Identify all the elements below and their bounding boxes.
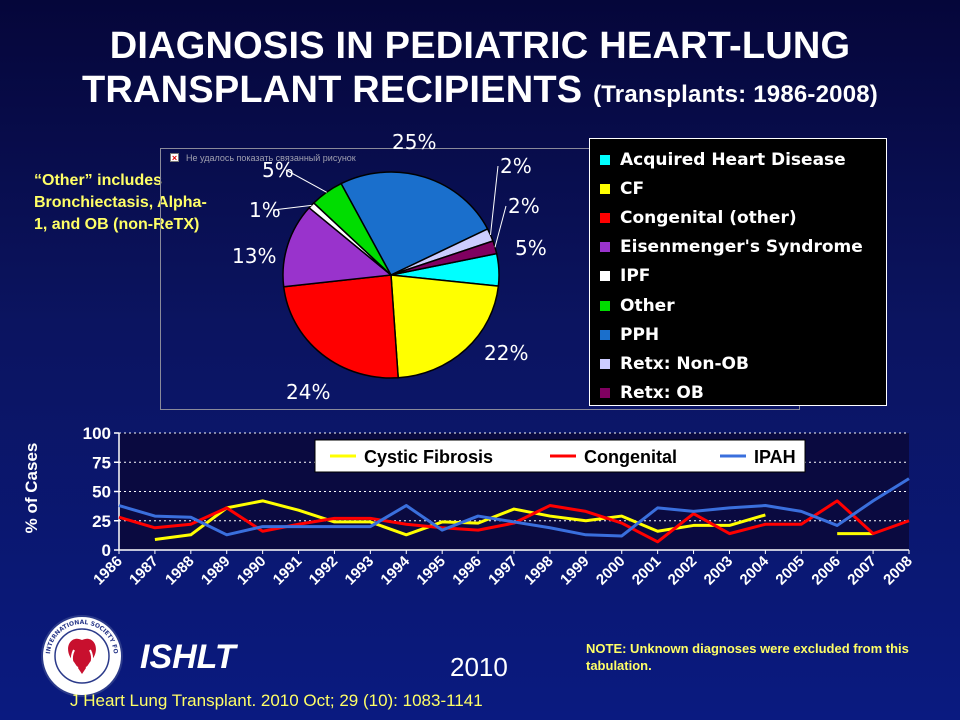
pie-label: 24% (286, 380, 331, 404)
legend-label: IPF (620, 266, 651, 287)
x-tick-label: 1986 (90, 553, 126, 589)
legend-label: Other (620, 295, 675, 316)
legend-item: IPF (600, 262, 886, 291)
legend-swatch (600, 388, 610, 399)
title-line2: TRANSPLANT RECIPIENTS (81, 69, 583, 111)
pie-label: 13% (232, 244, 277, 268)
x-tick-label: 1996 (449, 553, 485, 589)
series-line-ipah (118, 477, 910, 538)
legend-swatch (600, 242, 610, 253)
pie-label: 5% (262, 158, 294, 182)
citation: J Heart Lung Transplant. 2010 Oct; 29 (1… (70, 691, 483, 710)
legend-item: Other (600, 291, 886, 320)
legend-item: PPH (600, 320, 886, 349)
pie-legend: Acquired Heart Disease CF Congenital (othe… (589, 138, 887, 406)
pie-leader-line (272, 204, 312, 211)
title-line1: DIAGNOSIS IN PEDIATRIC HEART-LUNG (109, 25, 851, 67)
legend-label: PPH (620, 324, 660, 345)
line-legend-label: IPAH (754, 447, 796, 467)
year-label: 2010 (450, 652, 508, 682)
x-tick-label: 2000 (593, 553, 629, 589)
broken-image-icon: × (170, 153, 179, 163)
x-tick-label: 1991 (270, 553, 306, 589)
legend-label: CF (620, 178, 645, 199)
legend-swatch (600, 154, 610, 165)
page-title: DIAGNOSIS IN PEDIATRIC HEART-LUNG TRANSP… (0, 24, 960, 117)
legend-item: Eisenmenger's Syndrome (600, 233, 886, 262)
x-tick-label: 2008 (880, 553, 916, 589)
legend-swatch (600, 358, 610, 369)
pie-slice-congenital-other- (282, 274, 399, 379)
broken-image-text: Не удалось показать связанный рисунок (186, 153, 356, 163)
pie-label: 25% (392, 130, 437, 154)
legend-item: Retx: Non-OB (600, 349, 886, 378)
x-tick-label: 1989 (198, 553, 234, 589)
x-tick-label: 1999 (557, 553, 593, 589)
title-subtitle: (Transplants: 1986-2008) (593, 81, 879, 108)
pie-slice-cf (390, 274, 500, 379)
x-tick-label: 2002 (665, 553, 701, 589)
pie-label: 1% (249, 198, 281, 222)
pie-label: 2% (508, 194, 540, 218)
y-tick-label: 0 (102, 541, 111, 560)
legend-label: Eisenmenger's Syndrome (620, 237, 863, 258)
line-legend-label: Congenital (584, 447, 677, 467)
y-tick-label: 25 (92, 512, 111, 531)
legend-swatch (600, 300, 610, 311)
legend-swatch (600, 329, 610, 340)
pie-slice-eisenmenger-s-syndrome (282, 206, 393, 288)
pie-slice-pph (340, 171, 489, 276)
x-tick-label: 1987 (126, 553, 162, 589)
x-tick-label: 1992 (306, 553, 342, 589)
x-tick-label: 1988 (162, 553, 198, 589)
brand-name: ISHLT (140, 638, 236, 676)
pie-label: 2% (500, 154, 532, 178)
x-tick-label: 2006 (808, 553, 844, 589)
pie-leader-line (489, 165, 499, 235)
line-legend-label: Cystic Fibrosis (364, 447, 493, 467)
x-tick-label: 2004 (737, 552, 773, 588)
legend-item: CF (600, 174, 886, 203)
legend-label: Retx: Non-OB (620, 353, 749, 374)
x-tick-label: 1998 (521, 553, 557, 589)
pie-leader-line (285, 169, 327, 193)
legend-item: Congenital (other) (600, 203, 886, 232)
x-tick-label: 2003 (701, 553, 737, 589)
legend-swatch (600, 212, 610, 223)
legend-swatch (600, 271, 610, 282)
unknown-diagnoses-note: NOTE: Unknown diagnoses were excluded fr… (586, 641, 909, 673)
y-tick-label: 75 (92, 453, 111, 472)
pie-label: 22% (484, 341, 529, 365)
x-tick-label: 2005 (772, 553, 808, 589)
x-tick-label: 1995 (413, 553, 449, 589)
y-tick-label: 50 (92, 483, 111, 502)
legend-swatch (600, 183, 610, 194)
pie-label: 5% (515, 236, 547, 260)
other-includes-note: “Other” includes Bronchiectasis, Alpha-1… (34, 172, 207, 233)
x-tick-label: 2007 (844, 553, 880, 589)
legend-label: Congenital (other) (620, 207, 797, 228)
ishlt-logo: INTERNATIONAL SOCIETY FOR HEART & LUNG T… (40, 614, 123, 697)
legend-item: Retx: OB (600, 379, 886, 408)
legend-item: Acquired Heart Disease (600, 145, 886, 174)
legend-label: Acquired Heart Disease (620, 149, 846, 170)
y-tick-label: 100 (83, 424, 111, 443)
x-tick-label: 2001 (629, 553, 665, 589)
x-tick-label: 1997 (485, 553, 521, 589)
x-tick-label: 1993 (342, 553, 378, 589)
pie-leader-line (494, 205, 507, 248)
legend-label: Retx: OB (620, 383, 704, 404)
line-legend: Cystic Fibrosis Congenital IPAH (314, 439, 806, 473)
x-tick-label: 1990 (234, 553, 270, 589)
x-tick-label: 1994 (377, 552, 413, 588)
